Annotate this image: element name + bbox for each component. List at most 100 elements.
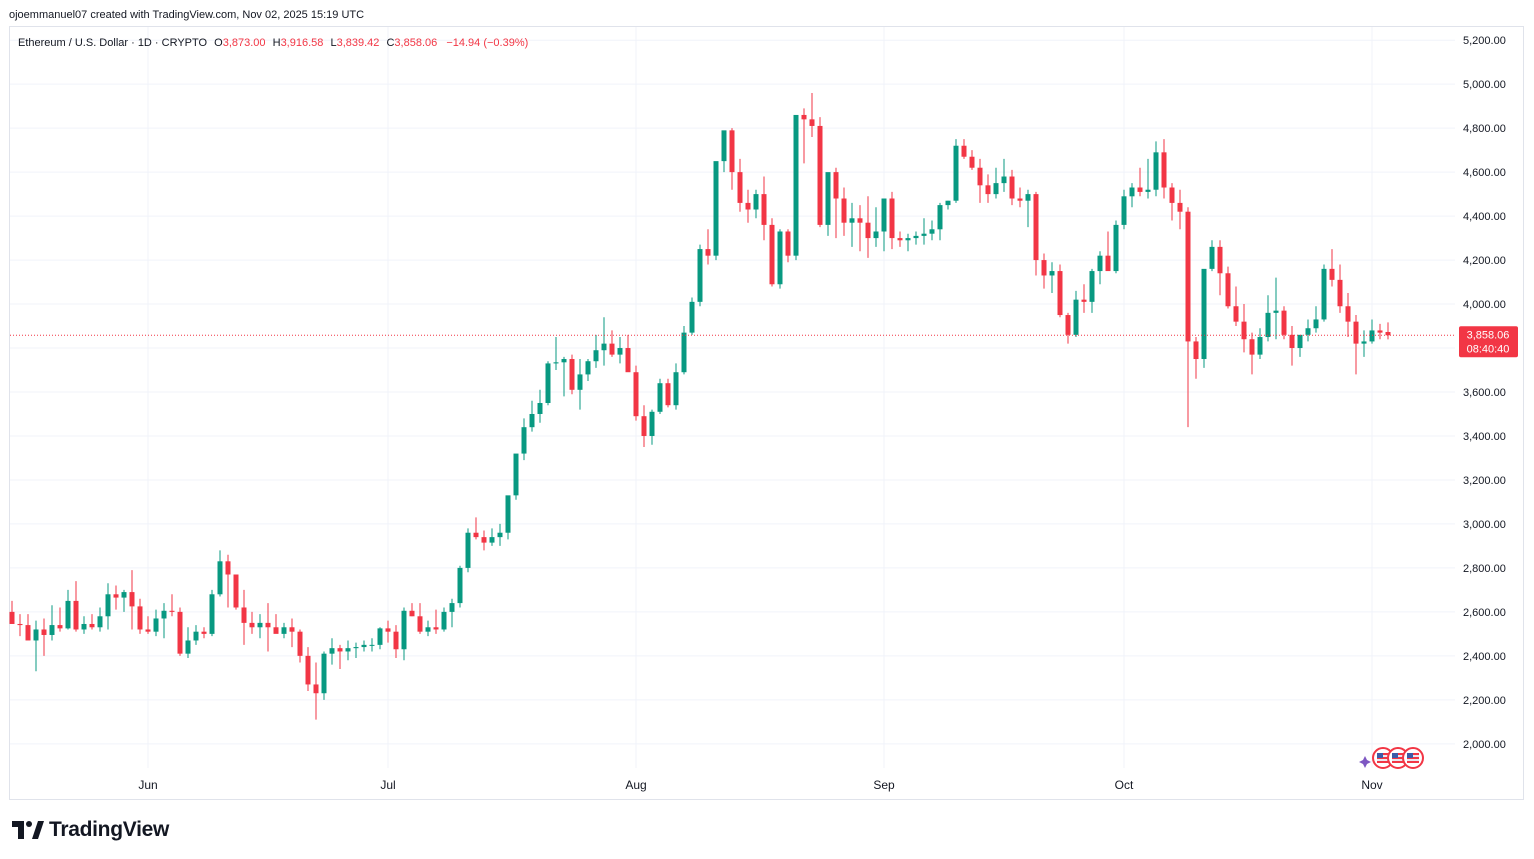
candle <box>273 614 279 634</box>
candle-body <box>273 627 279 634</box>
candle <box>313 662 319 720</box>
candle-body <box>1217 246 1223 274</box>
candle-body <box>793 114 799 256</box>
sparkle-icon <box>1359 756 1371 768</box>
candle <box>1345 293 1351 338</box>
candle-body <box>401 610 407 650</box>
candle-body <box>1097 255 1103 272</box>
candle-body <box>465 532 471 568</box>
candle-body <box>9 611 15 624</box>
candle <box>1033 191 1039 276</box>
candle-body <box>1057 271 1063 316</box>
candle <box>1225 266 1231 309</box>
candle-body <box>1089 271 1095 302</box>
candle-body <box>473 532 479 538</box>
candle-body <box>57 625 63 629</box>
candle-body <box>489 537 495 543</box>
candle <box>1297 334 1303 357</box>
candle-body <box>385 628 391 632</box>
candle-body <box>817 125 823 225</box>
candle <box>561 356 567 397</box>
candle <box>1265 295 1271 342</box>
candle <box>697 244 703 307</box>
candle-body <box>1257 337 1263 355</box>
candle <box>489 528 495 546</box>
economic-events[interactable] <box>1359 747 1424 769</box>
candle <box>753 189 759 219</box>
candle-body <box>745 202 751 210</box>
candle-body <box>433 627 439 630</box>
candle-body <box>697 249 703 302</box>
candle <box>1121 189 1127 230</box>
candle-body <box>889 198 895 239</box>
candle <box>609 330 615 357</box>
candle-body <box>1065 315 1071 335</box>
candle <box>233 574 239 610</box>
candle <box>1081 284 1087 313</box>
candle <box>377 627 383 650</box>
tradingview-logo-text: TradingView <box>49 818 170 841</box>
candle <box>1305 319 1311 342</box>
candle <box>393 625 399 659</box>
close-label: C <box>386 37 395 49</box>
candle-body <box>1137 187 1143 192</box>
candle <box>1369 319 1375 344</box>
candle <box>1321 264 1327 322</box>
us-flag-icon[interactable] <box>1402 747 1424 769</box>
candle-body <box>1369 330 1375 342</box>
candle <box>897 231 903 247</box>
y-axis[interactable]: 5,200.00 5,000.00 4,800.00 4,600.00 4,400.00… <box>1463 35 1506 751</box>
us-flag-icon[interactable] <box>1387 747 1409 769</box>
candle <box>649 409 655 445</box>
candle <box>913 231 919 245</box>
price-tag-countdown: 08:40:40 <box>1467 343 1510 355</box>
candle <box>665 378 671 408</box>
candle <box>889 191 895 250</box>
y-tick-label: 4,200.00 <box>1463 255 1506 267</box>
candle <box>409 603 415 617</box>
candle-body <box>785 231 791 256</box>
candle-body <box>1049 271 1055 276</box>
candle <box>33 620 39 672</box>
candle <box>793 114 799 261</box>
candle-body <box>353 647 359 649</box>
candle <box>457 565 463 608</box>
candle <box>1049 262 1055 294</box>
candle <box>1113 220 1119 274</box>
candle-body <box>1329 268 1335 280</box>
candle-body <box>1193 341 1199 360</box>
candle <box>929 220 935 241</box>
x-tick-label: Jun <box>138 778 157 792</box>
candle <box>17 614 23 637</box>
candle-body <box>33 629 39 641</box>
candle <box>1161 139 1167 199</box>
y-tick-label: 3,000.00 <box>1463 519 1506 531</box>
candle <box>473 517 479 540</box>
candle <box>161 603 167 639</box>
candle <box>833 167 839 239</box>
candle-body <box>825 172 831 225</box>
candle <box>1177 189 1183 230</box>
candle <box>721 130 727 173</box>
candle <box>193 625 199 645</box>
candle-body <box>1145 189 1151 192</box>
candle-body <box>657 383 663 412</box>
symbol-title[interactable]: Ethereum / U.S. Dollar · 1D · CRYPTO <box>18 37 208 49</box>
candle <box>89 614 95 630</box>
candle <box>1249 332 1255 375</box>
candle-body <box>217 561 223 595</box>
price-tag-box <box>1459 326 1518 358</box>
chart-frame[interactable] <box>9 26 1524 800</box>
candle-body <box>1345 306 1351 322</box>
candle-body <box>345 648 351 652</box>
candle-body <box>481 537 487 543</box>
tradingview-logo[interactable]: TradingView <box>12 818 169 842</box>
candle-body <box>105 594 111 617</box>
candle-body <box>1001 176 1007 184</box>
x-axis[interactable]: Jun Jul Aug Sep Oct Nov <box>138 778 1382 792</box>
candle <box>1337 264 1343 313</box>
y-tick-label: 3,400.00 <box>1463 431 1506 443</box>
candle <box>1361 330 1367 357</box>
candle-body <box>41 629 47 635</box>
